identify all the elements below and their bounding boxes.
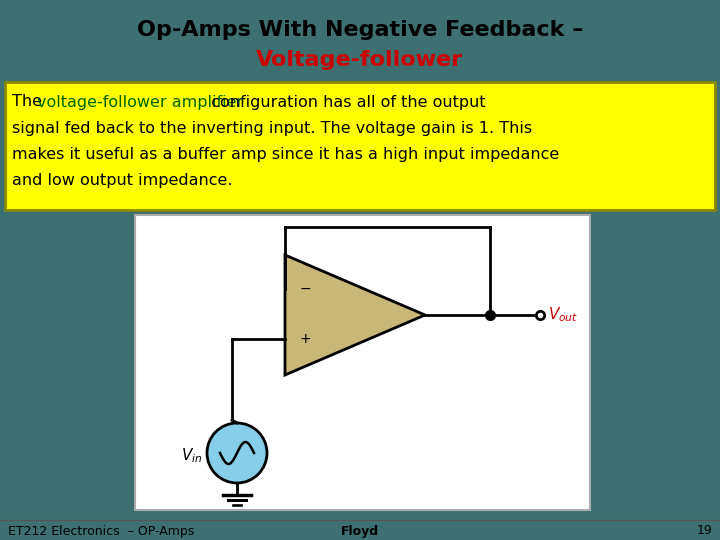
Text: $V_{in}$: $V_{in}$ xyxy=(181,447,202,465)
Text: ET212 Electronics  – OP-Amps: ET212 Electronics – OP-Amps xyxy=(8,524,194,537)
Text: Floyd: Floyd xyxy=(341,524,379,537)
Text: 19: 19 xyxy=(696,524,712,537)
Text: −: − xyxy=(300,281,311,295)
Polygon shape xyxy=(285,255,425,375)
Text: signal fed back to the inverting input. The voltage gain is 1. This: signal fed back to the inverting input. … xyxy=(12,120,532,136)
Text: $V_{out}$: $V_{out}$ xyxy=(548,306,578,325)
Bar xyxy=(135,215,590,510)
Text: voltage-follower amplifier: voltage-follower amplifier xyxy=(37,94,243,110)
Text: Voltage-follower: Voltage-follower xyxy=(256,50,464,70)
Bar xyxy=(5,82,715,210)
Text: and low output impedance.: and low output impedance. xyxy=(12,172,233,187)
Text: makes it useful as a buffer amp since it has a high input impedance: makes it useful as a buffer amp since it… xyxy=(12,146,559,161)
Text: +: + xyxy=(300,332,311,346)
Circle shape xyxy=(207,423,267,483)
Text: Op-Amps With Negative Feedback –: Op-Amps With Negative Feedback – xyxy=(137,20,583,40)
Text: The: The xyxy=(12,94,47,110)
Text: configuration has all of the output: configuration has all of the output xyxy=(201,94,485,110)
